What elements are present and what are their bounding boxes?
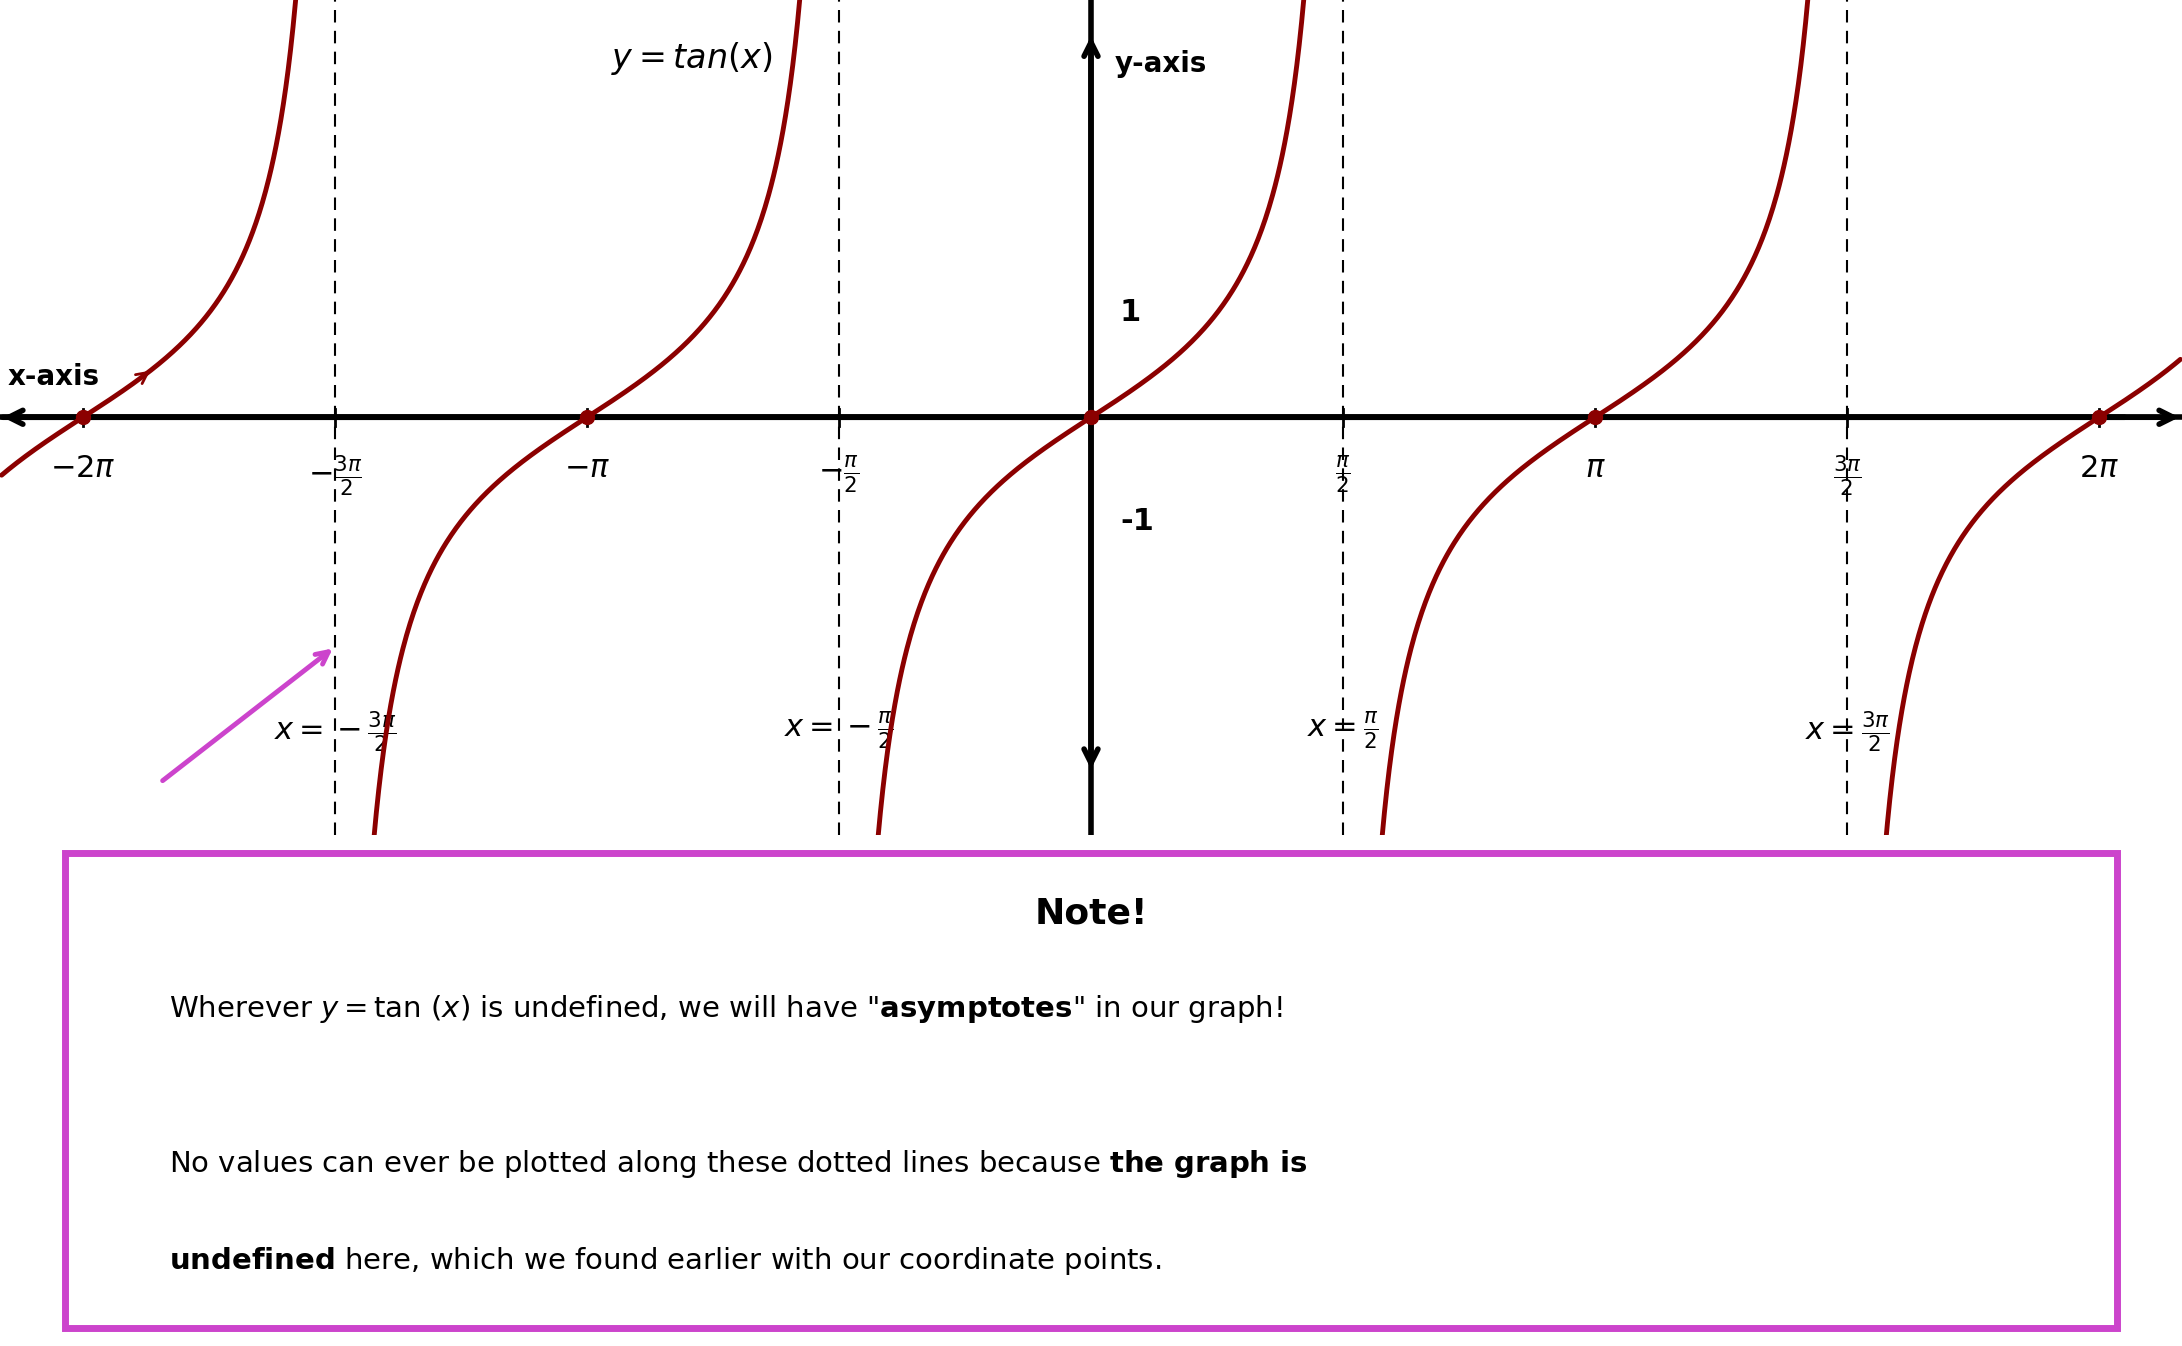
- Text: y-axis: y-axis: [1115, 50, 1207, 78]
- Text: $-\pi$: $-\pi$: [563, 454, 611, 483]
- Text: Note!: Note!: [1034, 896, 1148, 930]
- Text: $x = \frac{3\pi}{2}$: $x = \frac{3\pi}{2}$: [1805, 709, 1890, 755]
- Text: 1: 1: [1119, 299, 1141, 327]
- Text: $-2π$: $-2π$: [50, 454, 116, 483]
- Text: $\frac{\pi}{2}$: $\frac{\pi}{2}$: [1335, 454, 1351, 495]
- Text: $x = -\frac{3\pi}{2}$: $x = -\frac{3\pi}{2}$: [273, 709, 397, 755]
- Text: $-\frac{\pi}{2}$: $-\frac{\pi}{2}$: [818, 454, 860, 495]
- Text: -1: -1: [1119, 507, 1154, 536]
- Text: $\frac{3\pi}{2}$: $\frac{3\pi}{2}$: [1833, 454, 1861, 499]
- Text: x-axis: x-axis: [9, 363, 100, 392]
- Text: $y = tan(x)$: $y = tan(x)$: [611, 40, 772, 77]
- Text: $\pi$: $\pi$: [1584, 454, 1606, 483]
- Text: $x = \frac{\pi}{2}$: $x = \frac{\pi}{2}$: [1307, 709, 1379, 751]
- Text: No values can ever be plotted along these dotted lines because $\mathbf{the\ gra: No values can ever be plotted along thes…: [170, 1148, 1307, 1180]
- Text: $-\frac{3\pi}{2}$: $-\frac{3\pi}{2}$: [308, 454, 362, 499]
- Text: Wherever $y = \tan\,(x)$ is undefined, we will have "$\mathbf{asymptotes}$" in o: Wherever $y = \tan\,(x)$ is undefined, w…: [170, 993, 1283, 1026]
- FancyBboxPatch shape: [65, 853, 2117, 1327]
- Text: $x = -\frac{\pi}{2}$: $x = -\frac{\pi}{2}$: [783, 709, 895, 751]
- Text: $2\pi$: $2\pi$: [2079, 454, 2119, 483]
- Text: $\mathbf{undefined}$ here, which we found earlier with our coordinate points.: $\mathbf{undefined}$ here, which we foun…: [170, 1245, 1161, 1277]
